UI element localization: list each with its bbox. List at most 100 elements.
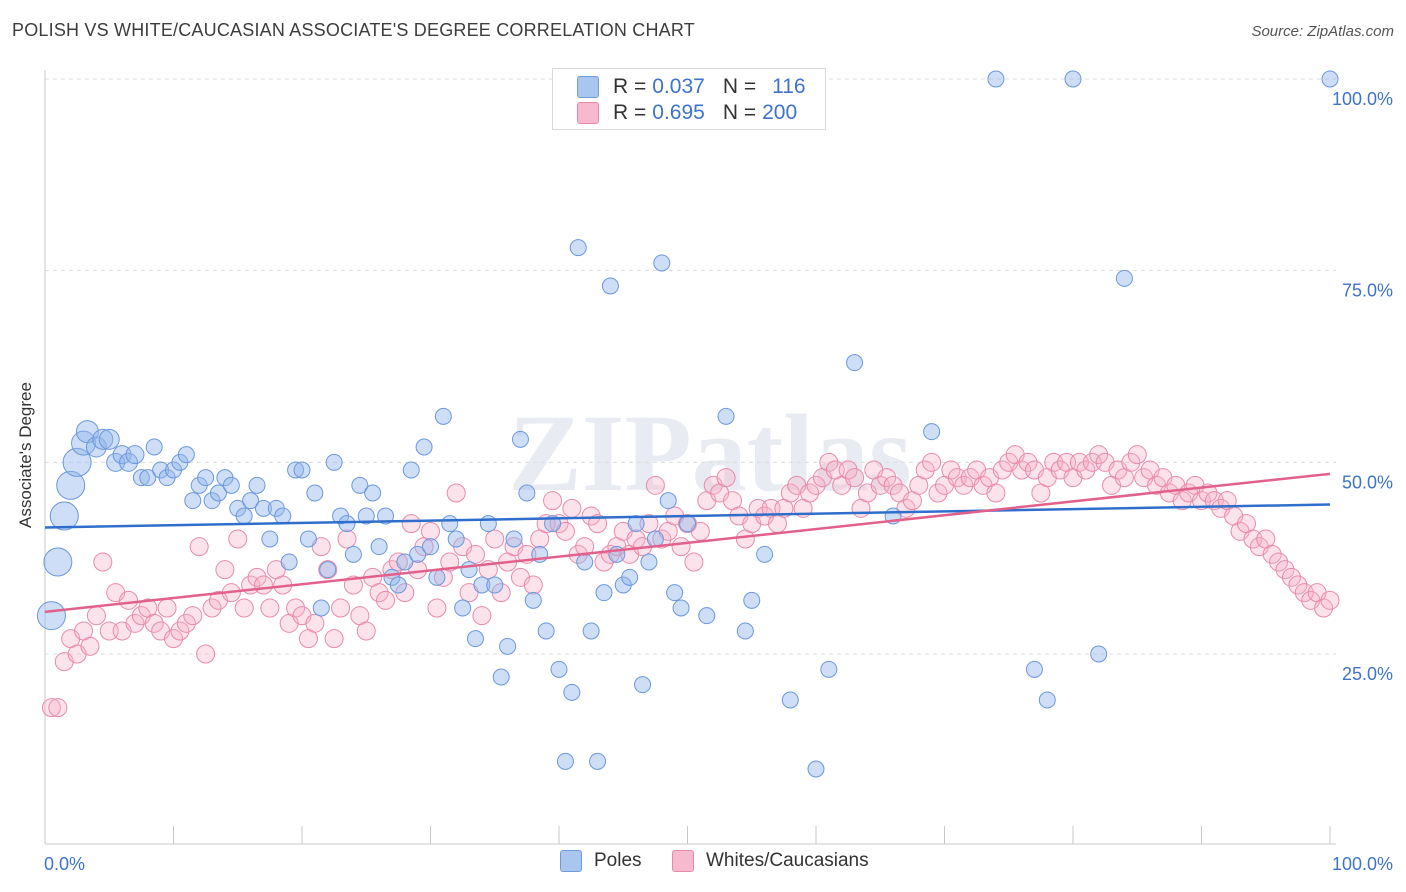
poles-point: [1064, 70, 1082, 88]
poles-point: [1025, 660, 1043, 678]
whites-point: [228, 529, 248, 549]
tick-labels: 25.0% 50.0% 75.0% 100.0% 0.0% 100.0%: [44, 89, 1393, 874]
poles-point: [1321, 70, 1339, 88]
poles-point: [518, 484, 536, 502]
poles-point: [306, 484, 324, 502]
whites-point: [93, 552, 113, 572]
whites-point: [922, 452, 942, 472]
whites-point: [144, 613, 164, 633]
whites-point: [202, 598, 222, 618]
poles-point: [184, 492, 202, 510]
poles-point: [1090, 645, 1108, 663]
poles-trend-line: [44, 503, 1331, 529]
poles-point: [479, 515, 497, 533]
data-points: [36, 70, 1340, 778]
whites-point: [388, 552, 408, 572]
whites-point: [157, 598, 177, 618]
poles-point: [447, 530, 465, 548]
legend-row-whites: R = 0.695 N = 200: [577, 101, 797, 125]
poles-point: [325, 453, 343, 471]
chart-title: POLISH VS WHITE/CAUCASIAN ASSOCIATE'S DE…: [12, 20, 695, 40]
poles-point: [781, 691, 799, 709]
poles-point: [666, 584, 684, 602]
bottom-legend-label-whites: Whites/Caucasians: [706, 850, 869, 871]
axes: [44, 70, 1336, 845]
poles-point: [486, 576, 504, 594]
poles-point: [177, 446, 195, 464]
whites-point: [260, 598, 280, 618]
legend-n-label: N =: [722, 101, 757, 124]
whites-point: [247, 567, 267, 587]
poles-point: [679, 515, 696, 533]
whites-point: [543, 491, 563, 511]
whites-point: [1172, 491, 1192, 511]
whites-point: [1127, 445, 1147, 465]
whites-point: [555, 521, 575, 541]
poles-point: [338, 515, 356, 533]
x-tick-label-min: 0.0%: [44, 854, 85, 874]
whites-point: [465, 544, 485, 564]
poles-point: [36, 601, 66, 631]
whites-point: [1269, 552, 1289, 572]
poles-point: [556, 752, 574, 770]
poles-point: [698, 607, 716, 625]
whites-point: [376, 590, 396, 610]
whites-point: [845, 468, 865, 488]
whites-point: [954, 475, 974, 495]
poles-point: [576, 553, 594, 571]
poles-point: [428, 568, 446, 586]
poles-point: [280, 553, 298, 571]
poles-point: [125, 445, 145, 465]
whites-point: [356, 621, 376, 641]
poles-point: [653, 254, 671, 272]
poles-point: [248, 476, 266, 494]
whites-point: [324, 629, 344, 649]
poles-point: [640, 553, 658, 571]
legend-r-label: R =: [613, 75, 647, 98]
whites-point: [562, 498, 582, 518]
poles-point: [634, 676, 652, 694]
whites-point: [86, 606, 106, 626]
y-tick-label: 100.0%: [1332, 89, 1393, 109]
poles-point: [145, 438, 163, 456]
whites-point: [1275, 560, 1295, 580]
source-label: Source: ZipAtlas.com: [1251, 23, 1394, 40]
poles-point: [49, 501, 79, 531]
bottom-legend-swatch-whites: [672, 850, 694, 872]
poles-point: [511, 430, 529, 448]
whites-point: [337, 529, 357, 549]
poles-point: [923, 423, 941, 441]
legend-r-label: R =: [613, 101, 647, 124]
bottom-legend-whites: Whites/Caucasians: [672, 850, 869, 872]
legend: R = 0.037 N = 116 R = 0.695 N = 200: [552, 68, 826, 130]
poles-point: [409, 545, 427, 563]
whites-point: [941, 460, 961, 480]
poles-point: [743, 591, 761, 609]
poles-point: [659, 492, 677, 510]
poles-point: [582, 622, 600, 640]
poles-point: [197, 469, 215, 487]
poles-point: [389, 576, 407, 594]
legend-r-value-poles: 0.037: [652, 75, 705, 98]
poles-point: [466, 630, 484, 648]
poles-point: [139, 469, 157, 487]
poles-point: [235, 507, 253, 525]
poles-point: [242, 492, 260, 510]
whites-point: [311, 537, 331, 557]
legend-r-value-whites: 0.695: [652, 101, 705, 124]
whites-point: [421, 521, 440, 541]
legend-swatch-whites: [577, 102, 599, 124]
poles-point: [569, 239, 587, 257]
poles-point: [56, 470, 86, 500]
poles-point: [672, 599, 690, 617]
poles-point: [92, 428, 114, 450]
whites-point: [1076, 460, 1096, 480]
whites-point: [1314, 598, 1334, 618]
whites-point: [1288, 575, 1308, 595]
poles-point: [351, 476, 369, 494]
whites-point: [1121, 452, 1141, 472]
poles-point: [222, 476, 240, 494]
poles-point: [563, 683, 581, 701]
whites-point: [1018, 452, 1038, 472]
legend-n-label: N =: [722, 75, 757, 98]
